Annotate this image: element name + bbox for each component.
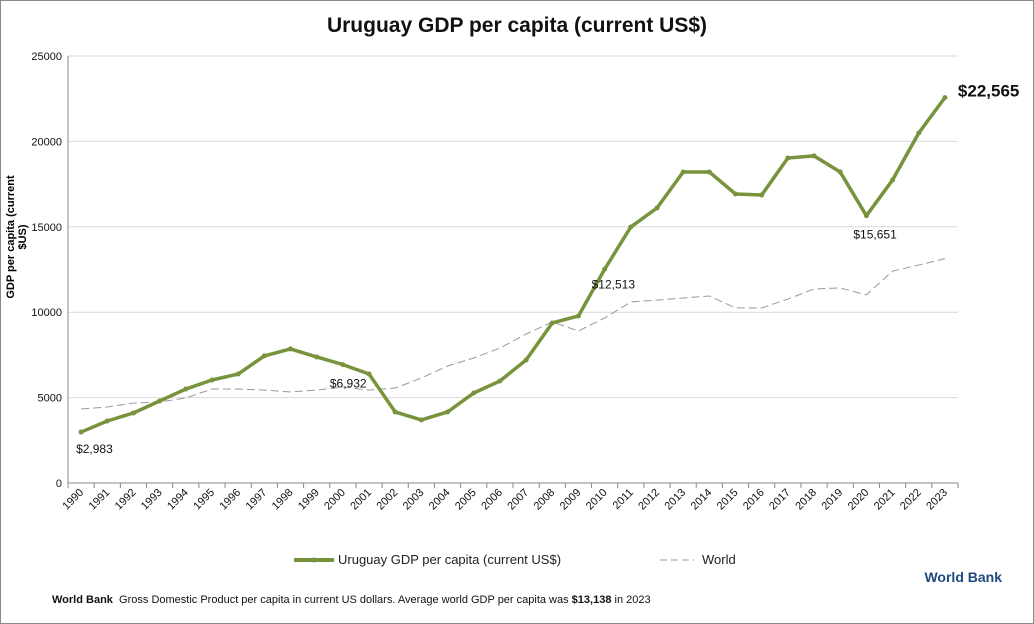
data-point-uruguay (785, 155, 791, 161)
data-point-uruguay (340, 362, 346, 368)
data-label: $2,983 (76, 442, 113, 456)
data-point-uruguay (706, 169, 712, 175)
x-tick-label: 2019 (820, 487, 846, 513)
x-tick-label: 2020 (846, 487, 872, 513)
data-label: $6,932 (330, 377, 367, 391)
x-tick-label: 1996 (217, 487, 243, 513)
footer-highlight: $13,138 (571, 594, 612, 606)
x-tick-label: 2021 (872, 487, 898, 513)
data-point-uruguay (104, 418, 110, 424)
data-point-uruguay (209, 377, 215, 383)
data-label: $12,513 (592, 277, 636, 291)
y-tick-label: 25000 (31, 51, 62, 63)
data-point-uruguay (392, 409, 398, 415)
legend-label-world: World (702, 552, 736, 567)
legend-label-uruguay: Uruguay GDP per capita (current US$) (338, 552, 562, 567)
chart-title: Uruguay GDP per capita (current US$) (326, 14, 708, 37)
x-tick-label: 2004 (427, 487, 453, 513)
x-tick-label: 1993 (139, 487, 165, 513)
data-point-uruguay (471, 390, 477, 396)
x-tick-label: 2014 (689, 487, 715, 513)
legend-swatch-uruguay (294, 557, 334, 562)
data-point-uruguay (523, 357, 529, 363)
data-label: $22,565 (958, 82, 1019, 101)
data-point-uruguay (837, 169, 843, 175)
x-tick-label: 2001 (348, 487, 374, 513)
data-point-uruguay (759, 192, 765, 198)
footer-suffix: in 2023 (611, 594, 651, 606)
brand-label: World Bank (924, 569, 1002, 585)
y-tick-label: 15000 (31, 222, 62, 234)
data-point-uruguay (183, 386, 189, 392)
data-point-uruguay (863, 213, 869, 219)
x-tick-label: 2015 (715, 487, 741, 513)
data-point-uruguay (78, 429, 84, 435)
footer-note: World Bank Gross Domestic Product per ca… (52, 594, 651, 606)
x-tick-label: 2018 (793, 487, 819, 513)
x-tick-label: 2005 (453, 487, 479, 513)
x-tick-label: 2009 (558, 487, 584, 513)
y-tick-label: 10000 (31, 307, 62, 319)
data-point-uruguay (890, 177, 896, 183)
data-point-uruguay (916, 130, 922, 136)
x-tick-label: 2016 (741, 487, 767, 513)
x-tick-label: 1992 (113, 487, 139, 513)
data-point-uruguay (366, 371, 372, 377)
x-tick-label: 2008 (532, 487, 558, 513)
legend-item-world: World (660, 552, 736, 567)
series-line-uruguay (80, 96, 947, 434)
data-point-uruguay (157, 398, 163, 404)
data-point-uruguay (811, 153, 817, 159)
data-point-uruguay (130, 410, 136, 416)
x-tick-label: 2003 (401, 487, 427, 513)
x-tick-label: 2013 (662, 487, 688, 513)
y-tick-label: 5000 (38, 393, 62, 405)
data-label: $15,651 (853, 228, 897, 242)
data-point-uruguay (261, 353, 267, 359)
data-point-uruguay (602, 266, 608, 272)
data-point-uruguay (628, 224, 634, 230)
y-tick-label: 0 (56, 478, 62, 490)
x-tick-label: 1999 (296, 487, 322, 513)
footer-text: Gross Domestic Product per capita in cur… (119, 594, 572, 606)
legend-item-uruguay: Uruguay GDP per capita (current US$) (294, 552, 561, 567)
data-point-uruguay (235, 371, 241, 377)
data-point-uruguay (288, 346, 293, 352)
data-point-uruguay (497, 378, 503, 384)
x-tick-label: 2002 (375, 487, 401, 513)
x-tick-label: 2000 (322, 487, 348, 513)
data-point-uruguay (654, 205, 660, 211)
footer-source: World Bank (52, 594, 113, 606)
x-tick-label: 2011 (611, 487, 636, 512)
series-line-world (81, 258, 946, 410)
x-tick-label: 1990 (60, 487, 86, 513)
x-tick-label: 1998 (270, 487, 296, 513)
x-tick-label: 2012 (636, 487, 662, 513)
data-point-uruguay (445, 409, 451, 415)
x-tick-label: 1994 (165, 487, 191, 513)
x-tick-label: 2010 (584, 487, 610, 513)
data-point-uruguay (575, 313, 581, 319)
data-point-uruguay (549, 320, 555, 326)
y-tick-label: 20000 (31, 136, 62, 148)
x-tick-label: 2007 (505, 487, 531, 513)
data-point-uruguay (418, 417, 424, 423)
legend-swatch-world (660, 559, 694, 560)
x-tick-label: 1997 (244, 487, 270, 513)
x-tick-label: 2023 (924, 487, 950, 513)
data-point-uruguay (314, 354, 320, 360)
x-tick-label: 1991 (87, 487, 113, 513)
data-point-uruguay (733, 191, 738, 197)
data-point-uruguay (680, 169, 686, 175)
x-tick-label: 1995 (191, 487, 217, 513)
data-point-uruguay (942, 95, 948, 101)
x-tick-label: 2017 (767, 487, 793, 513)
x-tick-label: 2022 (898, 487, 924, 513)
x-tick-label: 2006 (479, 487, 505, 513)
